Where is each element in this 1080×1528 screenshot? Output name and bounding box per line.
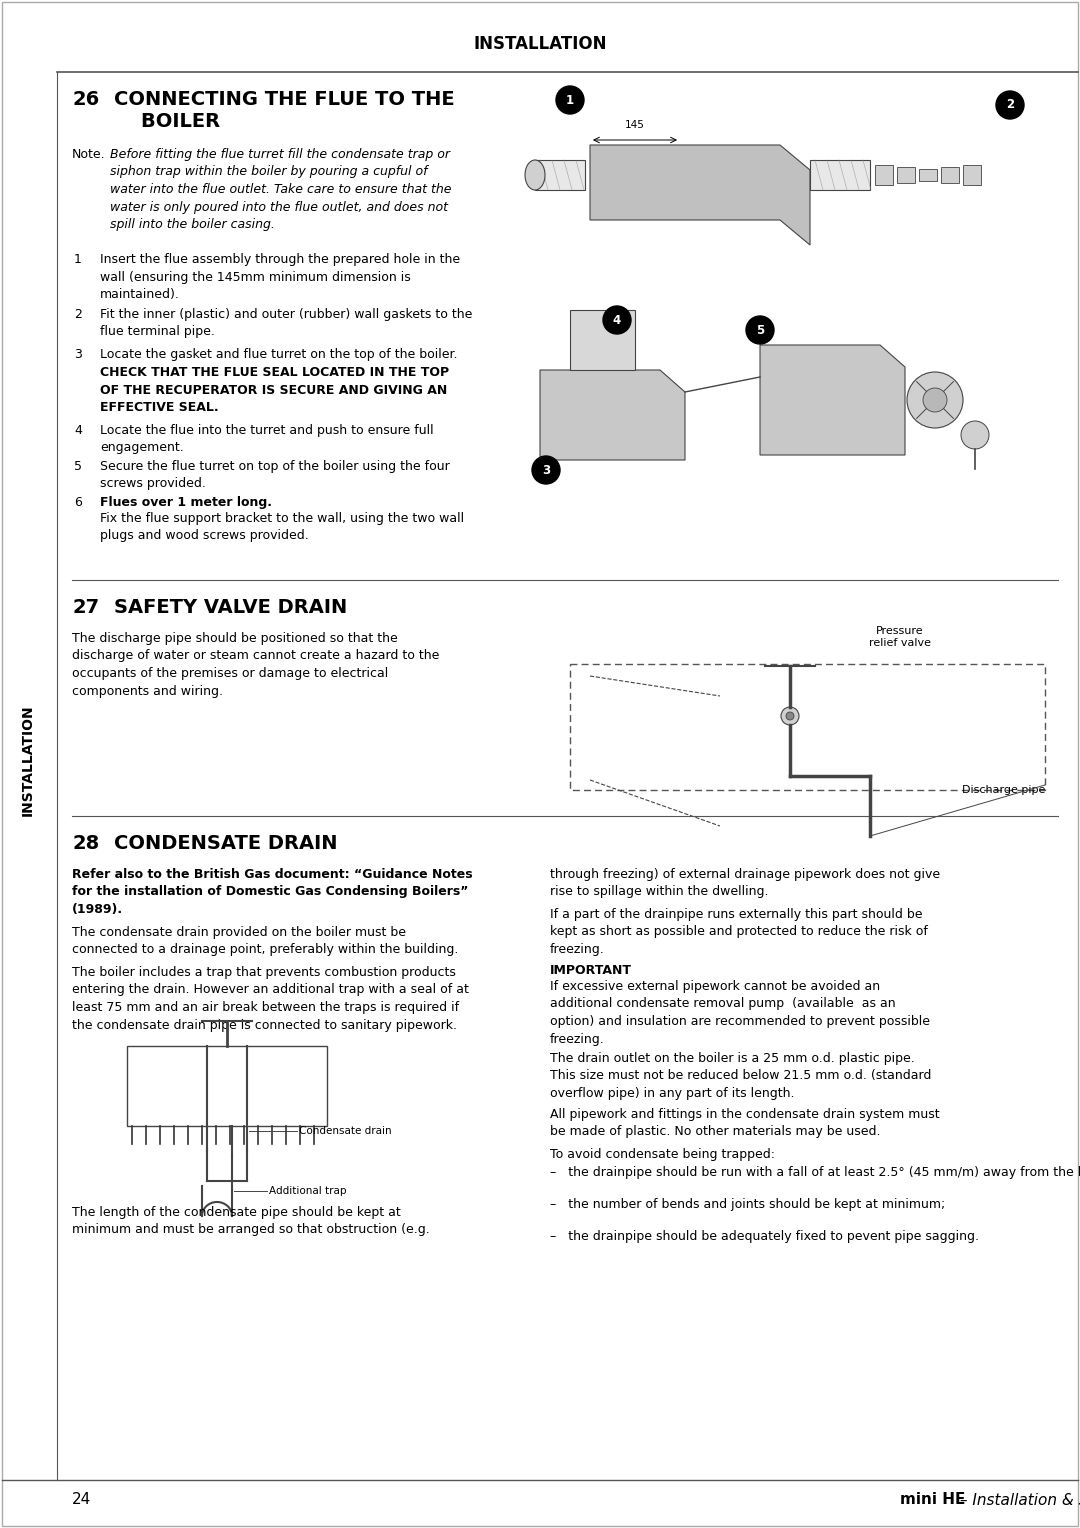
Ellipse shape bbox=[525, 160, 545, 189]
Text: CONNECTING THE FLUE TO THE: CONNECTING THE FLUE TO THE bbox=[114, 90, 455, 108]
FancyBboxPatch shape bbox=[875, 165, 893, 185]
Text: 5: 5 bbox=[75, 460, 82, 474]
Text: The length of the condensate pipe should be kept at
minimum and must be arranged: The length of the condensate pipe should… bbox=[72, 1206, 430, 1236]
Text: – Installation & Servicing: – Installation & Servicing bbox=[955, 1493, 1080, 1508]
Circle shape bbox=[556, 86, 584, 115]
Text: BOILER: BOILER bbox=[114, 112, 220, 131]
FancyBboxPatch shape bbox=[570, 310, 635, 370]
Text: Fix the flue support bracket to the wall, using the two wall
plugs and wood scre: Fix the flue support bracket to the wall… bbox=[100, 512, 464, 542]
Text: 26: 26 bbox=[72, 90, 99, 108]
Text: INSTALLATION: INSTALLATION bbox=[473, 35, 607, 53]
Text: Note.: Note. bbox=[72, 148, 106, 160]
Text: Locate the gasket and flue turret on the top of the boiler.: Locate the gasket and flue turret on the… bbox=[100, 348, 458, 361]
Circle shape bbox=[923, 388, 947, 413]
Text: IMPORTANT: IMPORTANT bbox=[550, 964, 632, 976]
Circle shape bbox=[996, 92, 1024, 119]
Text: The condensate drain provided on the boiler must be
connected to a drainage poin: The condensate drain provided on the boi… bbox=[72, 926, 458, 957]
FancyBboxPatch shape bbox=[919, 170, 937, 180]
Text: If a part of the drainpipe runs externally this part should be
kept as short as : If a part of the drainpipe runs external… bbox=[550, 908, 928, 957]
Text: 6: 6 bbox=[75, 497, 82, 509]
Text: 3: 3 bbox=[542, 463, 550, 477]
Circle shape bbox=[603, 306, 631, 335]
FancyBboxPatch shape bbox=[963, 165, 981, 185]
Text: CHECK THAT THE FLUE SEAL LOCATED IN THE TOP
OF THE RECUPERATOR IS SECURE AND GIV: CHECK THAT THE FLUE SEAL LOCATED IN THE … bbox=[100, 367, 449, 414]
Text: All pipework and fittings in the condensate drain system must
be made of plastic: All pipework and fittings in the condens… bbox=[550, 1108, 940, 1138]
Text: The drain outlet on the boiler is a 25 mm o.d. plastic pipe.
This size must not : The drain outlet on the boiler is a 25 m… bbox=[550, 1051, 931, 1100]
Polygon shape bbox=[760, 345, 905, 455]
Text: –   the number of bends and joints should be kept at minimum;: – the number of bends and joints should … bbox=[550, 1198, 945, 1212]
Text: 145: 145 bbox=[625, 121, 645, 130]
Text: Locate the flue into the turret and push to ensure full
engagement.: Locate the flue into the turret and push… bbox=[100, 423, 434, 454]
Circle shape bbox=[786, 712, 794, 720]
Text: The discharge pipe should be positioned so that the
discharge of water or steam : The discharge pipe should be positioned … bbox=[72, 633, 440, 697]
Text: 27: 27 bbox=[72, 597, 99, 617]
Text: 3: 3 bbox=[75, 348, 82, 361]
Text: 5: 5 bbox=[756, 324, 765, 336]
Text: Insert the flue assembly through the prepared hole in the
wall (ensuring the 145: Insert the flue assembly through the pre… bbox=[100, 254, 460, 301]
Text: SAFETY VALVE DRAIN: SAFETY VALVE DRAIN bbox=[114, 597, 348, 617]
FancyBboxPatch shape bbox=[897, 167, 915, 183]
FancyBboxPatch shape bbox=[810, 160, 870, 189]
Text: –   the drainpipe should be adequately fixed to pevent pipe sagging.: – the drainpipe should be adequately fix… bbox=[550, 1230, 978, 1242]
Bar bbox=[570, 665, 1045, 790]
Polygon shape bbox=[590, 145, 810, 244]
Text: 4: 4 bbox=[612, 313, 621, 327]
Text: Additional trap: Additional trap bbox=[269, 1186, 347, 1196]
Text: 4: 4 bbox=[75, 423, 82, 437]
Text: mini HE: mini HE bbox=[900, 1493, 966, 1508]
Text: 24: 24 bbox=[72, 1493, 91, 1508]
Text: If excessive external pipework cannot be avoided an
additional condensate remova: If excessive external pipework cannot be… bbox=[550, 979, 930, 1045]
Text: 28: 28 bbox=[72, 834, 99, 853]
Text: –   the drainpipe should be run with a fall of at least 2.5° (45 mm/m) away from: – the drainpipe should be run with a fal… bbox=[550, 1166, 1080, 1180]
Circle shape bbox=[907, 371, 963, 428]
Circle shape bbox=[781, 707, 799, 724]
Text: through freezing) of external drainage pipework does not give
rise to spillage w: through freezing) of external drainage p… bbox=[550, 868, 940, 898]
Text: Secure the flue turret on top of the boiler using the four
screws provided.: Secure the flue turret on top of the boi… bbox=[100, 460, 449, 490]
Text: INSTALLATION: INSTALLATION bbox=[21, 704, 35, 816]
Bar bbox=[127, 1047, 327, 1126]
Text: 1: 1 bbox=[75, 254, 82, 266]
FancyBboxPatch shape bbox=[535, 160, 585, 189]
Text: 2: 2 bbox=[75, 309, 82, 321]
Circle shape bbox=[961, 422, 989, 449]
Text: Flues over 1 meter long.: Flues over 1 meter long. bbox=[100, 497, 272, 509]
Polygon shape bbox=[540, 370, 685, 460]
Text: Pressure
relief valve: Pressure relief valve bbox=[869, 626, 931, 648]
Text: Before fitting the flue turret fill the condensate trap or
siphon trap within th: Before fitting the flue turret fill the … bbox=[110, 148, 451, 231]
Text: Discharge pipe: Discharge pipe bbox=[961, 785, 1045, 795]
Circle shape bbox=[746, 316, 774, 344]
FancyBboxPatch shape bbox=[941, 167, 959, 183]
Text: 2: 2 bbox=[1005, 98, 1014, 112]
Text: 1: 1 bbox=[566, 93, 575, 107]
Circle shape bbox=[532, 455, 561, 484]
Text: CONDENSATE DRAIN: CONDENSATE DRAIN bbox=[114, 834, 337, 853]
Text: Fit the inner (plastic) and outer (rubber) wall gaskets to the
flue terminal pip: Fit the inner (plastic) and outer (rubbe… bbox=[100, 309, 472, 339]
Text: Condensate drain: Condensate drain bbox=[299, 1126, 392, 1135]
Text: Refer also to the British Gas document: “Guidance Notes
for the installation of : Refer also to the British Gas document: … bbox=[72, 868, 473, 915]
Text: To avoid condensate being trapped:: To avoid condensate being trapped: bbox=[550, 1148, 775, 1161]
Text: The boiler includes a trap that prevents combustion products
entering the drain.: The boiler includes a trap that prevents… bbox=[72, 966, 469, 1031]
